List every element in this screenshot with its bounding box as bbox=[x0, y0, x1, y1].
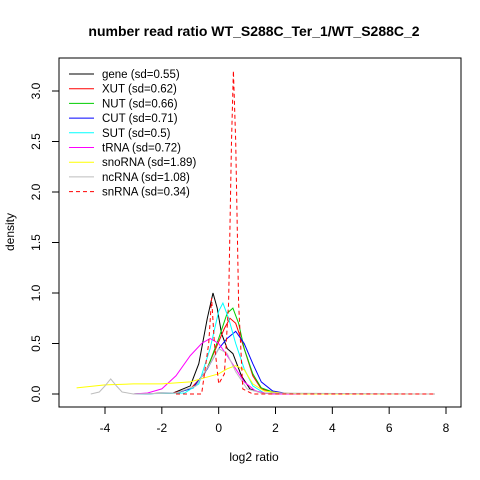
y-tick-label: 3.0 bbox=[29, 82, 43, 99]
series-line-4 bbox=[133, 301, 435, 395]
y-tick-label: 1.5 bbox=[29, 234, 43, 251]
series-line-5 bbox=[133, 337, 435, 395]
y-tick-label: 2.5 bbox=[29, 133, 43, 150]
y-axis-label: density bbox=[3, 213, 17, 251]
x-tick-label: -2 bbox=[156, 421, 167, 435]
series-layer bbox=[76, 70, 435, 395]
x-tick-label: 4 bbox=[329, 421, 336, 435]
x-tick-label: -4 bbox=[100, 421, 111, 435]
series-line-8 bbox=[176, 70, 435, 395]
chart-title: number read ratio WT_S288C_Ter_1/WT_S288… bbox=[88, 23, 419, 39]
legend-label: snoRNA (sd=1.89) bbox=[102, 157, 196, 169]
x-axis-label: log2 ratio bbox=[229, 450, 279, 464]
y-tick-label: 0.0 bbox=[29, 385, 43, 402]
legend-label: ncRNA (sd=1.08) bbox=[102, 172, 190, 184]
y-tick-label: 0.5 bbox=[29, 335, 43, 352]
x-tick-label: 2 bbox=[272, 421, 279, 435]
legend-label: tRNA (sd=0.72) bbox=[102, 143, 181, 155]
legend-label: NUT (sd=0.66) bbox=[102, 98, 178, 110]
legend: gene (sd=0.55) XUT (sd=0.62) NUT (sd=0.66)… bbox=[69, 69, 196, 199]
x-axis: -4 -2 0 2 4 6 8 bbox=[100, 406, 450, 435]
legend-label: XUT (sd=0.62) bbox=[102, 84, 177, 96]
x-tick-label: 6 bbox=[386, 421, 393, 435]
series-line-7 bbox=[90, 347, 435, 395]
legend-label: SUT (sd=0.5) bbox=[102, 128, 171, 140]
series-line-2 bbox=[133, 307, 435, 395]
series-line-6 bbox=[76, 365, 435, 395]
x-tick-label: 8 bbox=[443, 421, 450, 435]
series-line-3 bbox=[133, 330, 435, 395]
legend-label: CUT (sd=0.71) bbox=[102, 113, 178, 125]
x-tick-label: 0 bbox=[215, 421, 222, 435]
y-tick-label: 1.0 bbox=[29, 284, 43, 301]
series-line-0 bbox=[133, 292, 435, 395]
y-tick-label: 2.0 bbox=[29, 183, 43, 200]
legend-label: snRNA (sd=0.34) bbox=[102, 187, 190, 199]
legend-label: gene (sd=0.55) bbox=[102, 69, 180, 81]
y-axis: 0.0 0.5 1.0 1.5 2.0 2.5 3.0 bbox=[29, 82, 60, 402]
